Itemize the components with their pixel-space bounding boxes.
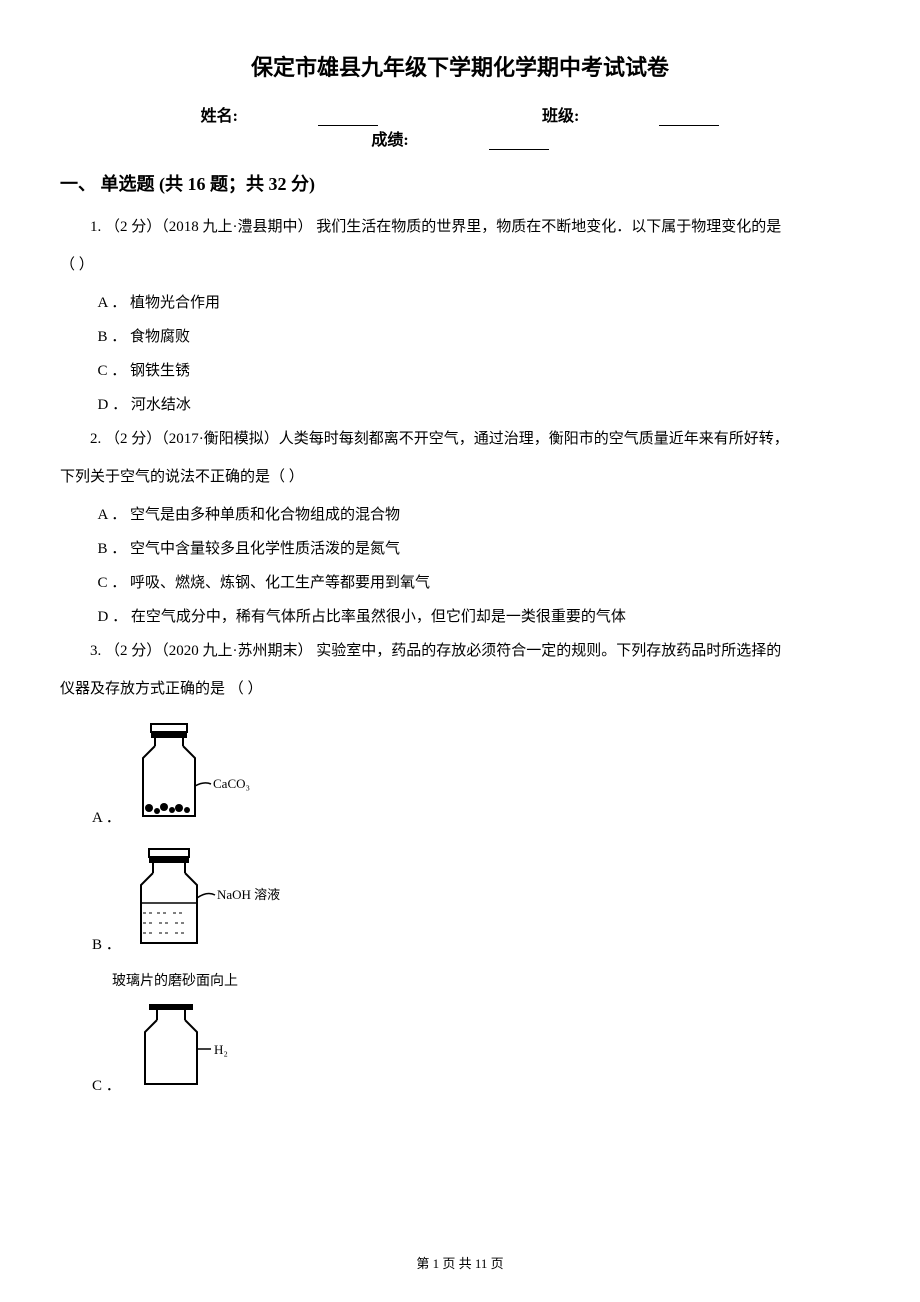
q3-option-c-label: C ．	[92, 1074, 121, 1099]
q2-option-d: D ． 在空气成分中，稀有气体所占比率虽然很小，但它们却是一类很重要的气体	[98, 602, 861, 632]
info-row: 姓名: 班级: 成绩:	[60, 102, 860, 150]
question-2-text1: 2. （2 分）（2017·衡阳模拟）人类每时每刻都离不开空气，通过治理，衡阳市…	[60, 424, 860, 454]
class-field[interactable]: 班级:	[502, 102, 759, 126]
question-1-text: 1. （2 分）（2018 九上·澧县期中） 我们生活在物质的世界里，物质在不断…	[60, 212, 860, 242]
caco3-bottle-icon: CaCO₃	[129, 716, 259, 831]
q3-option-b-container: B ． NaOH 溶液	[92, 843, 860, 958]
q3-option-c-container: 玻璃片的磨砂面向上 C ． H₂	[92, 970, 860, 1099]
name-field[interactable]: 姓名:	[161, 102, 418, 126]
h2-bottle-icon: H₂	[129, 994, 259, 1099]
glass-frosted-label: 玻璃片的磨砂面向上	[112, 970, 238, 990]
class-underline[interactable]	[659, 110, 719, 126]
svg-text:CaCO₃: CaCO₃	[213, 776, 250, 791]
question-3-text2: 仪器及存放方式正确的是 （ ）	[60, 674, 860, 704]
section-header: 一、 单选题 (共 16 题；共 32 分)	[60, 170, 860, 196]
q3-option-a-label: A ．	[92, 806, 121, 831]
svg-text:NaOH 溶液: NaOH 溶液	[217, 887, 280, 902]
q3-option-a-container: A ． CaCO₃	[92, 716, 860, 831]
score-underline[interactable]	[489, 134, 549, 150]
name-label: 姓名:	[201, 102, 238, 126]
svg-text:H₂: H₂	[214, 1042, 228, 1057]
q2-option-b: B ． 空气中含量较多且化学性质活泼的是氮气	[98, 534, 861, 564]
question-1-paren: （ ）	[60, 250, 860, 280]
class-label: 班级:	[542, 102, 579, 126]
question-2-text2: 下列关于空气的说法不正确的是（ ）	[60, 462, 860, 492]
name-underline[interactable]	[318, 110, 378, 126]
naoh-bottle-icon: NaOH 溶液	[129, 843, 289, 958]
q1-option-b: B ． 食物腐败	[98, 322, 861, 352]
q1-option-d: D ． 河水结冰	[98, 390, 861, 420]
q2-option-c: C ． 呼吸、燃烧、炼钢、化工生产等都要用到氧气	[98, 568, 861, 598]
q2-option-a: A ． 空气是由多种单质和化合物组成的混合物	[98, 500, 861, 530]
question-3-text1: 3. （2 分）（2020 九上·苏州期末） 实验室中，药品的存放必须符合一定的…	[60, 636, 860, 666]
q1-option-c: C ． 钢铁生锈	[98, 356, 861, 386]
exam-title: 保定市雄县九年级下学期化学期中考试试卷	[60, 50, 860, 82]
q1-option-a: A ． 植物光合作用	[98, 288, 861, 318]
score-label: 成绩:	[371, 126, 408, 150]
q3-option-b-label: B ．	[92, 933, 121, 958]
page-footer: 第 1 页 共 11 页	[0, 1253, 920, 1272]
score-field[interactable]: 成绩:	[331, 126, 588, 150]
